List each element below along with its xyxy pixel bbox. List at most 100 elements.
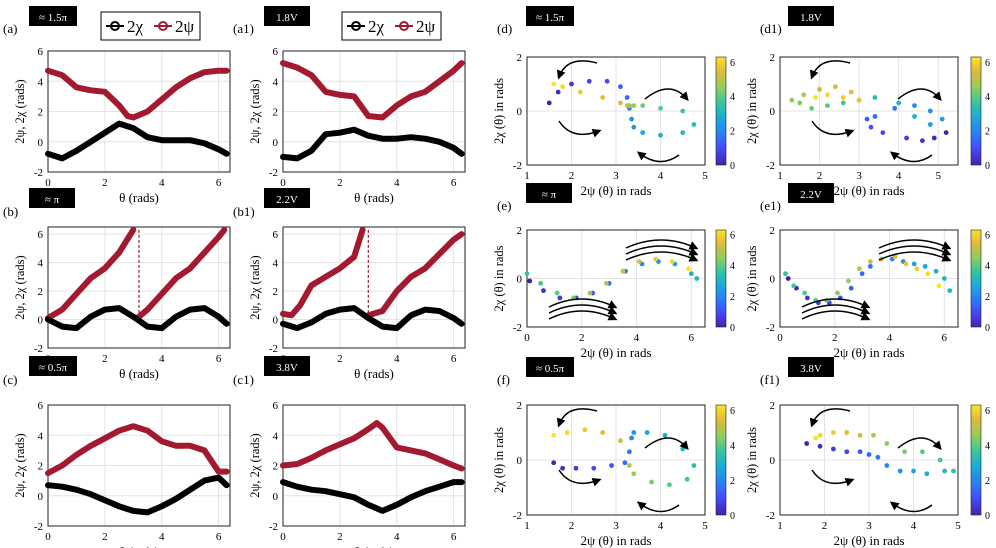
axes-frame [526,229,706,328]
data-point [825,92,830,98]
y-axis-label: 2χ (θ) in rads [745,245,759,311]
data-point [791,283,797,289]
data-point [875,454,881,460]
x-tick-label: 2 [817,170,823,182]
data-point [422,89,428,95]
data-point [223,151,230,157]
y-tick-label: -2 [34,521,43,533]
data-point [365,113,371,119]
y-tick-label: 6 [38,400,44,412]
data-point [294,65,300,71]
colorbar [970,56,982,166]
x-axis-label: 2ψ (θ) in rads [580,183,651,198]
badge [264,356,310,376]
x-tick-label: 6 [451,353,457,365]
legend-chi-marker [351,21,361,31]
data-point [920,138,925,144]
data-point [551,81,557,87]
data-point [436,251,443,257]
legend-box: 2χ 2ψ [100,11,201,41]
panel-label: (c1) [233,372,254,387]
x-tick-label: 4 [634,332,640,344]
arrow [548,298,618,309]
x-tick-label: 2 [822,520,828,532]
data-point [125,113,131,119]
panel-f1: 1 2 3 4 5 -2 0 2 (f1) 3.8V 2ψ (θ) in rads 2χ (θ) in… [745,357,990,548]
data-point [45,68,51,74]
data-point [631,471,637,477]
y-axis-label: 2χ (θ) in rads [745,427,759,493]
arrow [897,88,942,102]
data-point [587,290,593,296]
data-point [604,280,609,286]
data-point [159,438,165,444]
colorbar-tick-label: 0 [730,511,735,522]
data-point [379,114,386,121]
data-point [294,155,300,161]
series-line [45,120,230,162]
data-point [825,103,830,108]
axes-frame [47,50,231,173]
series-line [45,423,230,477]
data-point [783,271,788,277]
data-point [408,494,414,500]
badge-label: 2.2V [276,194,298,206]
legend-psi-marker [158,21,168,31]
series-line [45,305,230,332]
data-point [903,261,909,267]
axes-frame [526,404,706,516]
data-point [557,295,563,301]
y-axis-label: 2ψ, 2χ (rads) [13,433,27,497]
data-point [859,271,865,277]
colorbar-tick-label: 2 [730,292,735,303]
colorbar-tick-label: 6 [985,230,990,241]
axes-frame [779,56,959,166]
x-tick-label: 0 [524,332,530,344]
panel-label: (f) [497,372,510,387]
data-point [144,306,151,313]
y-axis-label: 2χ (θ) in rads [745,78,759,144]
data-point [187,306,193,313]
data-point [323,131,329,137]
data-point [173,275,179,281]
data-point [680,446,686,452]
data-point [45,482,51,488]
series-chi [45,474,230,516]
arrow [556,408,598,428]
data-point [555,89,561,95]
data-point [59,462,65,469]
y-tick-label: 2 [517,400,523,412]
data-point [45,151,51,157]
series-chi [280,126,465,162]
data-point [942,468,948,474]
data-point [436,308,443,314]
data-point [920,449,925,455]
data-point [658,132,663,138]
data-point [868,124,874,130]
data-point [73,291,80,297]
colorbar-tick-label: 0 [730,161,735,172]
x-axis-label: θ (rads) [119,366,159,381]
data-point [662,432,668,438]
x-tick-label: 0 [777,332,783,344]
x-tick-label: 0 [280,177,286,189]
data-point [45,470,51,476]
y-tick-label: 2 [38,286,44,298]
panel-label: (e) [497,198,511,213]
data-point [73,84,80,90]
data-point [524,271,530,277]
colorbar-tick-label: 2 [730,476,735,487]
series-line [280,60,465,121]
data-point [73,325,80,331]
x-tick-label: 6 [451,531,457,543]
axes-frame [779,229,959,328]
arrow [811,120,855,138]
data-point [688,271,694,277]
badge-label: 2.2V [800,189,822,201]
data-point [546,100,552,106]
data-point [308,148,315,154]
data-point [59,72,65,78]
data-point [560,84,565,90]
data-point [159,503,165,509]
